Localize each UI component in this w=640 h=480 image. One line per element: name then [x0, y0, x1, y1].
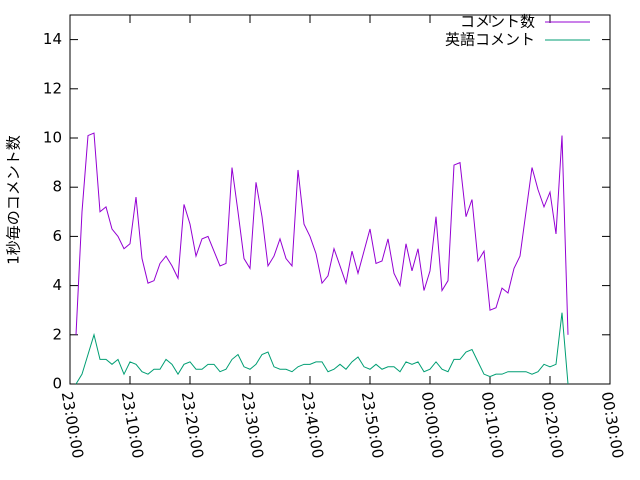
- y-tick-label: 6: [52, 227, 62, 245]
- y-tick-label: 14: [43, 30, 62, 48]
- legend-label: コメント数: [460, 13, 535, 31]
- y-tick-label: 8: [52, 178, 62, 196]
- y-tick-label: 4: [52, 276, 62, 294]
- plot-border: [69, 14, 611, 385]
- y-axis-label: 1秒毎のコメント数: [5, 135, 23, 265]
- y-tick-label: 2: [52, 325, 62, 343]
- legend-label: 英語コメント: [445, 31, 535, 49]
- series-line: [75, 312, 569, 385]
- y-tick-label: 10: [43, 129, 62, 147]
- series-line: [75, 132, 569, 335]
- y-tick-label: 12: [43, 79, 62, 97]
- y-tick-label: 0: [52, 375, 62, 393]
